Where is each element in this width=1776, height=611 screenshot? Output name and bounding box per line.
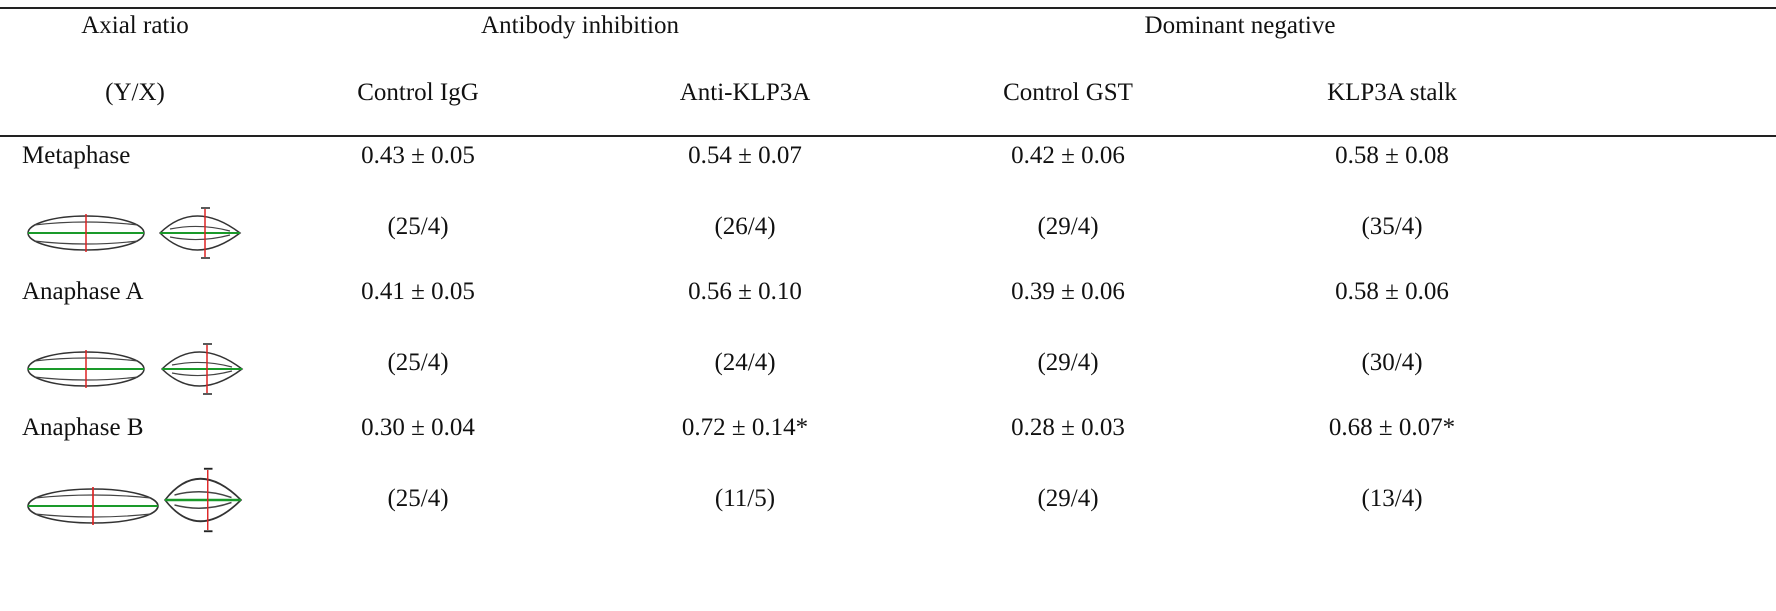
sample-count: (13/4)	[1361, 484, 1422, 514]
ratio-value: 0.43 ± 0.05	[361, 141, 475, 171]
column-header: (Y/X)	[105, 78, 165, 108]
sample-count: (30/4)	[1361, 348, 1422, 378]
sample-count: (29/4)	[1037, 484, 1098, 514]
column-header: KLP3A stalk	[1327, 78, 1457, 108]
spindle-icon	[162, 344, 242, 394]
sample-count: (35/4)	[1361, 212, 1422, 242]
ratio-value: 0.41 ± 0.05	[361, 277, 475, 307]
spindle-icon	[165, 469, 241, 532]
header-group: Axial ratio	[81, 11, 189, 41]
table-page: Axial ratio Antibody inhibition Dominant n…	[0, 0, 1776, 611]
sample-count: (25/4)	[387, 212, 448, 242]
ratio-value: 0.42 ± 0.06	[1011, 141, 1125, 171]
stage-label: Anaphase A	[22, 277, 144, 307]
column-header: Control GST	[1003, 78, 1133, 108]
sample-count: (11/5)	[715, 484, 775, 514]
spindle-icon	[160, 208, 240, 258]
ratio-value: 0.68 ± 0.07*	[1329, 413, 1455, 443]
stage-label: Metaphase	[22, 141, 130, 171]
ratio-value: 0.58 ± 0.06	[1335, 277, 1449, 307]
spindle-icon	[28, 487, 158, 525]
sample-count: (25/4)	[387, 484, 448, 514]
ratio-value: 0.72 ± 0.14*	[682, 413, 808, 443]
sample-count: (25/4)	[387, 348, 448, 378]
ratio-value: 0.30 ± 0.04	[361, 413, 475, 443]
ratio-value: 0.39 ± 0.06	[1011, 277, 1125, 307]
sample-count: (26/4)	[714, 212, 775, 242]
sample-count: (24/4)	[714, 348, 775, 378]
spindle-icon	[28, 214, 144, 252]
ratio-value: 0.58 ± 0.08	[1335, 141, 1449, 171]
column-header: Control IgG	[357, 78, 479, 108]
ratio-value: 0.54 ± 0.07	[688, 141, 802, 171]
header-group: Dominant negative	[1145, 11, 1336, 41]
header-group: Antibody inhibition	[481, 11, 679, 41]
sample-count: (29/4)	[1037, 348, 1098, 378]
column-header: Anti-KLP3A	[680, 78, 811, 108]
ratio-value: 0.28 ± 0.03	[1011, 413, 1125, 443]
spindle-icons	[0, 0, 1776, 611]
ratio-value: 0.56 ± 0.10	[688, 277, 802, 307]
sample-count: (29/4)	[1037, 212, 1098, 242]
spindle-icon	[28, 350, 144, 388]
stage-label: Anaphase B	[22, 413, 144, 443]
